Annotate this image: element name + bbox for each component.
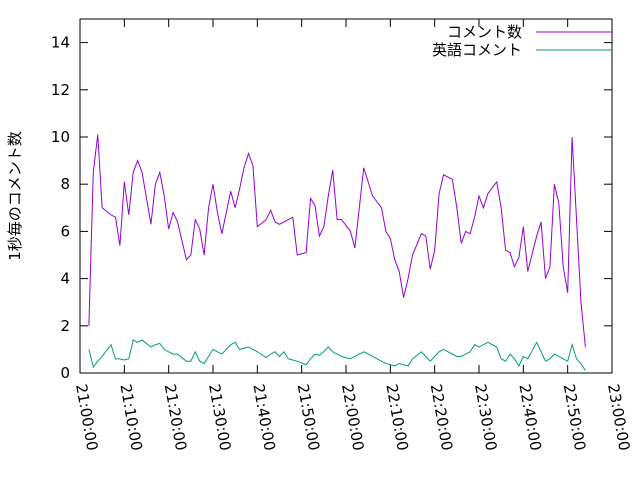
x-tick-label: 21:50:00 [294,383,323,452]
y-tick-label: 0 [60,364,70,382]
series-line [88,339,586,371]
x-tick-label: 21:10:00 [116,383,145,452]
y-tick-label: 2 [60,317,70,335]
x-tick-label: 22:40:00 [515,383,544,452]
x-tick-label: 23:00:00 [604,383,633,452]
y-tick-label: 12 [51,81,70,99]
y-tick-label: 14 [51,34,70,52]
y-tick-label: 10 [51,128,70,146]
series-line [88,134,586,348]
x-tick-label: 22:00:00 [338,383,367,452]
x-tick-label: 21:20:00 [161,383,190,452]
x-tick-label: 21:00:00 [72,383,101,452]
x-tick-label: 21:40:00 [249,383,278,452]
x-tick-label: 22:30:00 [471,383,500,452]
legend-label: コメント数 [447,23,522,41]
y-axis-label: 1秒毎のコメント数 [6,131,24,261]
x-tick-label: 21:30:00 [205,383,234,452]
plot-border [79,18,613,374]
y-tick-label: 8 [60,175,70,193]
x-tick-label: 22:50:00 [560,383,589,452]
y-tick-label: 6 [60,222,70,240]
legend-label: 英語コメント [432,41,522,59]
y-tick-label: 4 [60,270,70,288]
x-tick-label: 22:10:00 [382,383,411,452]
x-tick-label: 22:20:00 [427,383,456,452]
